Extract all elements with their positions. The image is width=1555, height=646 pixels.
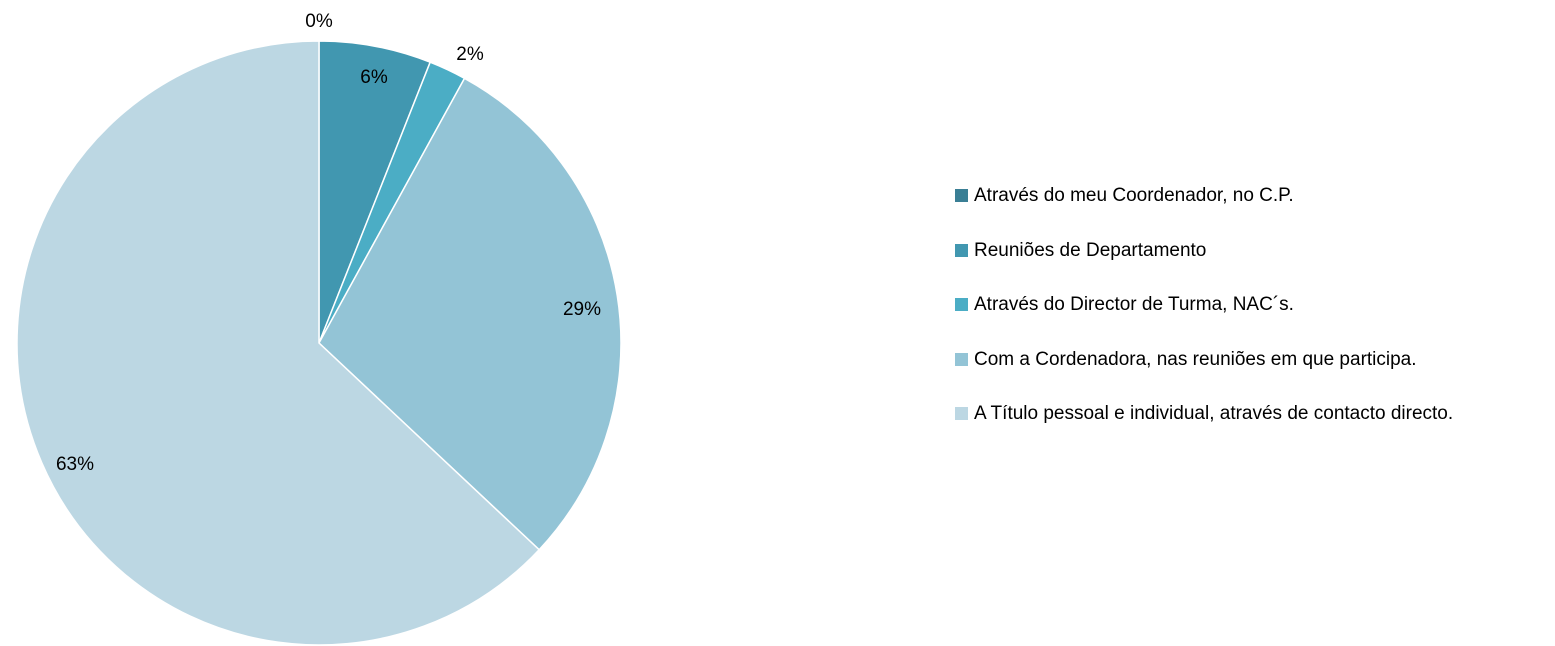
legend-item: Através do Director de Turma, NAC´s. [955,292,1545,347]
legend-swatch [955,298,968,311]
legend-label: A Título pessoal e individual, através d… [974,403,1454,424]
legend-label: Através do meu Coordenador, no C.P. [974,185,1294,206]
legend-item: Com a Cordenadora, nas reuniões em que p… [955,347,1545,402]
pie-slice [16,40,541,646]
legend-label: Através do Director de Turma, NAC´s. [974,294,1294,315]
legend-swatch [955,352,968,366]
legend-item: Reuniões de Departamento [955,238,1545,293]
legend-swatch [955,189,968,202]
legend-label: Reuniões de Departamento [974,239,1207,261]
legend-label: Com a Cordenadora, nas reuniões em que p… [974,348,1417,370]
data-label: 63% [56,454,94,475]
legend-swatch [955,243,968,257]
data-label: 2% [456,44,484,65]
data-label: 0% [305,11,333,32]
legend-swatch [955,407,968,420]
legend-item: A Título pessoal e individual, através d… [955,401,1545,456]
pie-slice [318,77,622,551]
legend: Através do meu Coordenador, no C.P. Reuni… [955,183,1545,456]
data-label: 6% [360,67,388,88]
data-label: 29% [563,299,601,320]
legend-item: Através do meu Coordenador, no C.P. [955,183,1545,238]
